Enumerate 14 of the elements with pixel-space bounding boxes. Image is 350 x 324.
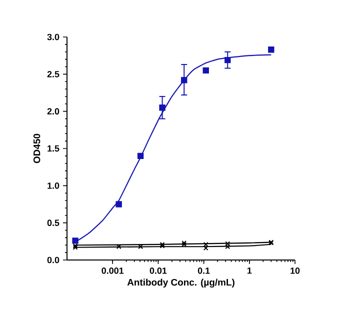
y-tick-label: 0.5 — [47, 220, 60, 226]
y-tick-label: 1.0 — [48, 182, 60, 189]
x-tick-label: 1 — [247, 268, 252, 274]
x-tick-label: 0.001 — [102, 268, 124, 274]
y-tick-label: 2.0 — [47, 108, 60, 115]
x-tick-label: 0.01 — [150, 268, 167, 274]
x-tick-label: 10 — [290, 268, 300, 274]
x-tick-label: 0.1 — [198, 268, 210, 274]
x-axis-title: Antibody Conc. (µg/mL) — [127, 278, 234, 288]
y-tick-label: 0.0 — [47, 256, 60, 264]
y-tick-label: 3.0 — [47, 34, 60, 40]
y-tick-label: 1.5 — [48, 145, 60, 152]
y-axis-title: OD450 — [33, 134, 40, 164]
y-tick-label: 2.5 — [47, 70, 60, 78]
